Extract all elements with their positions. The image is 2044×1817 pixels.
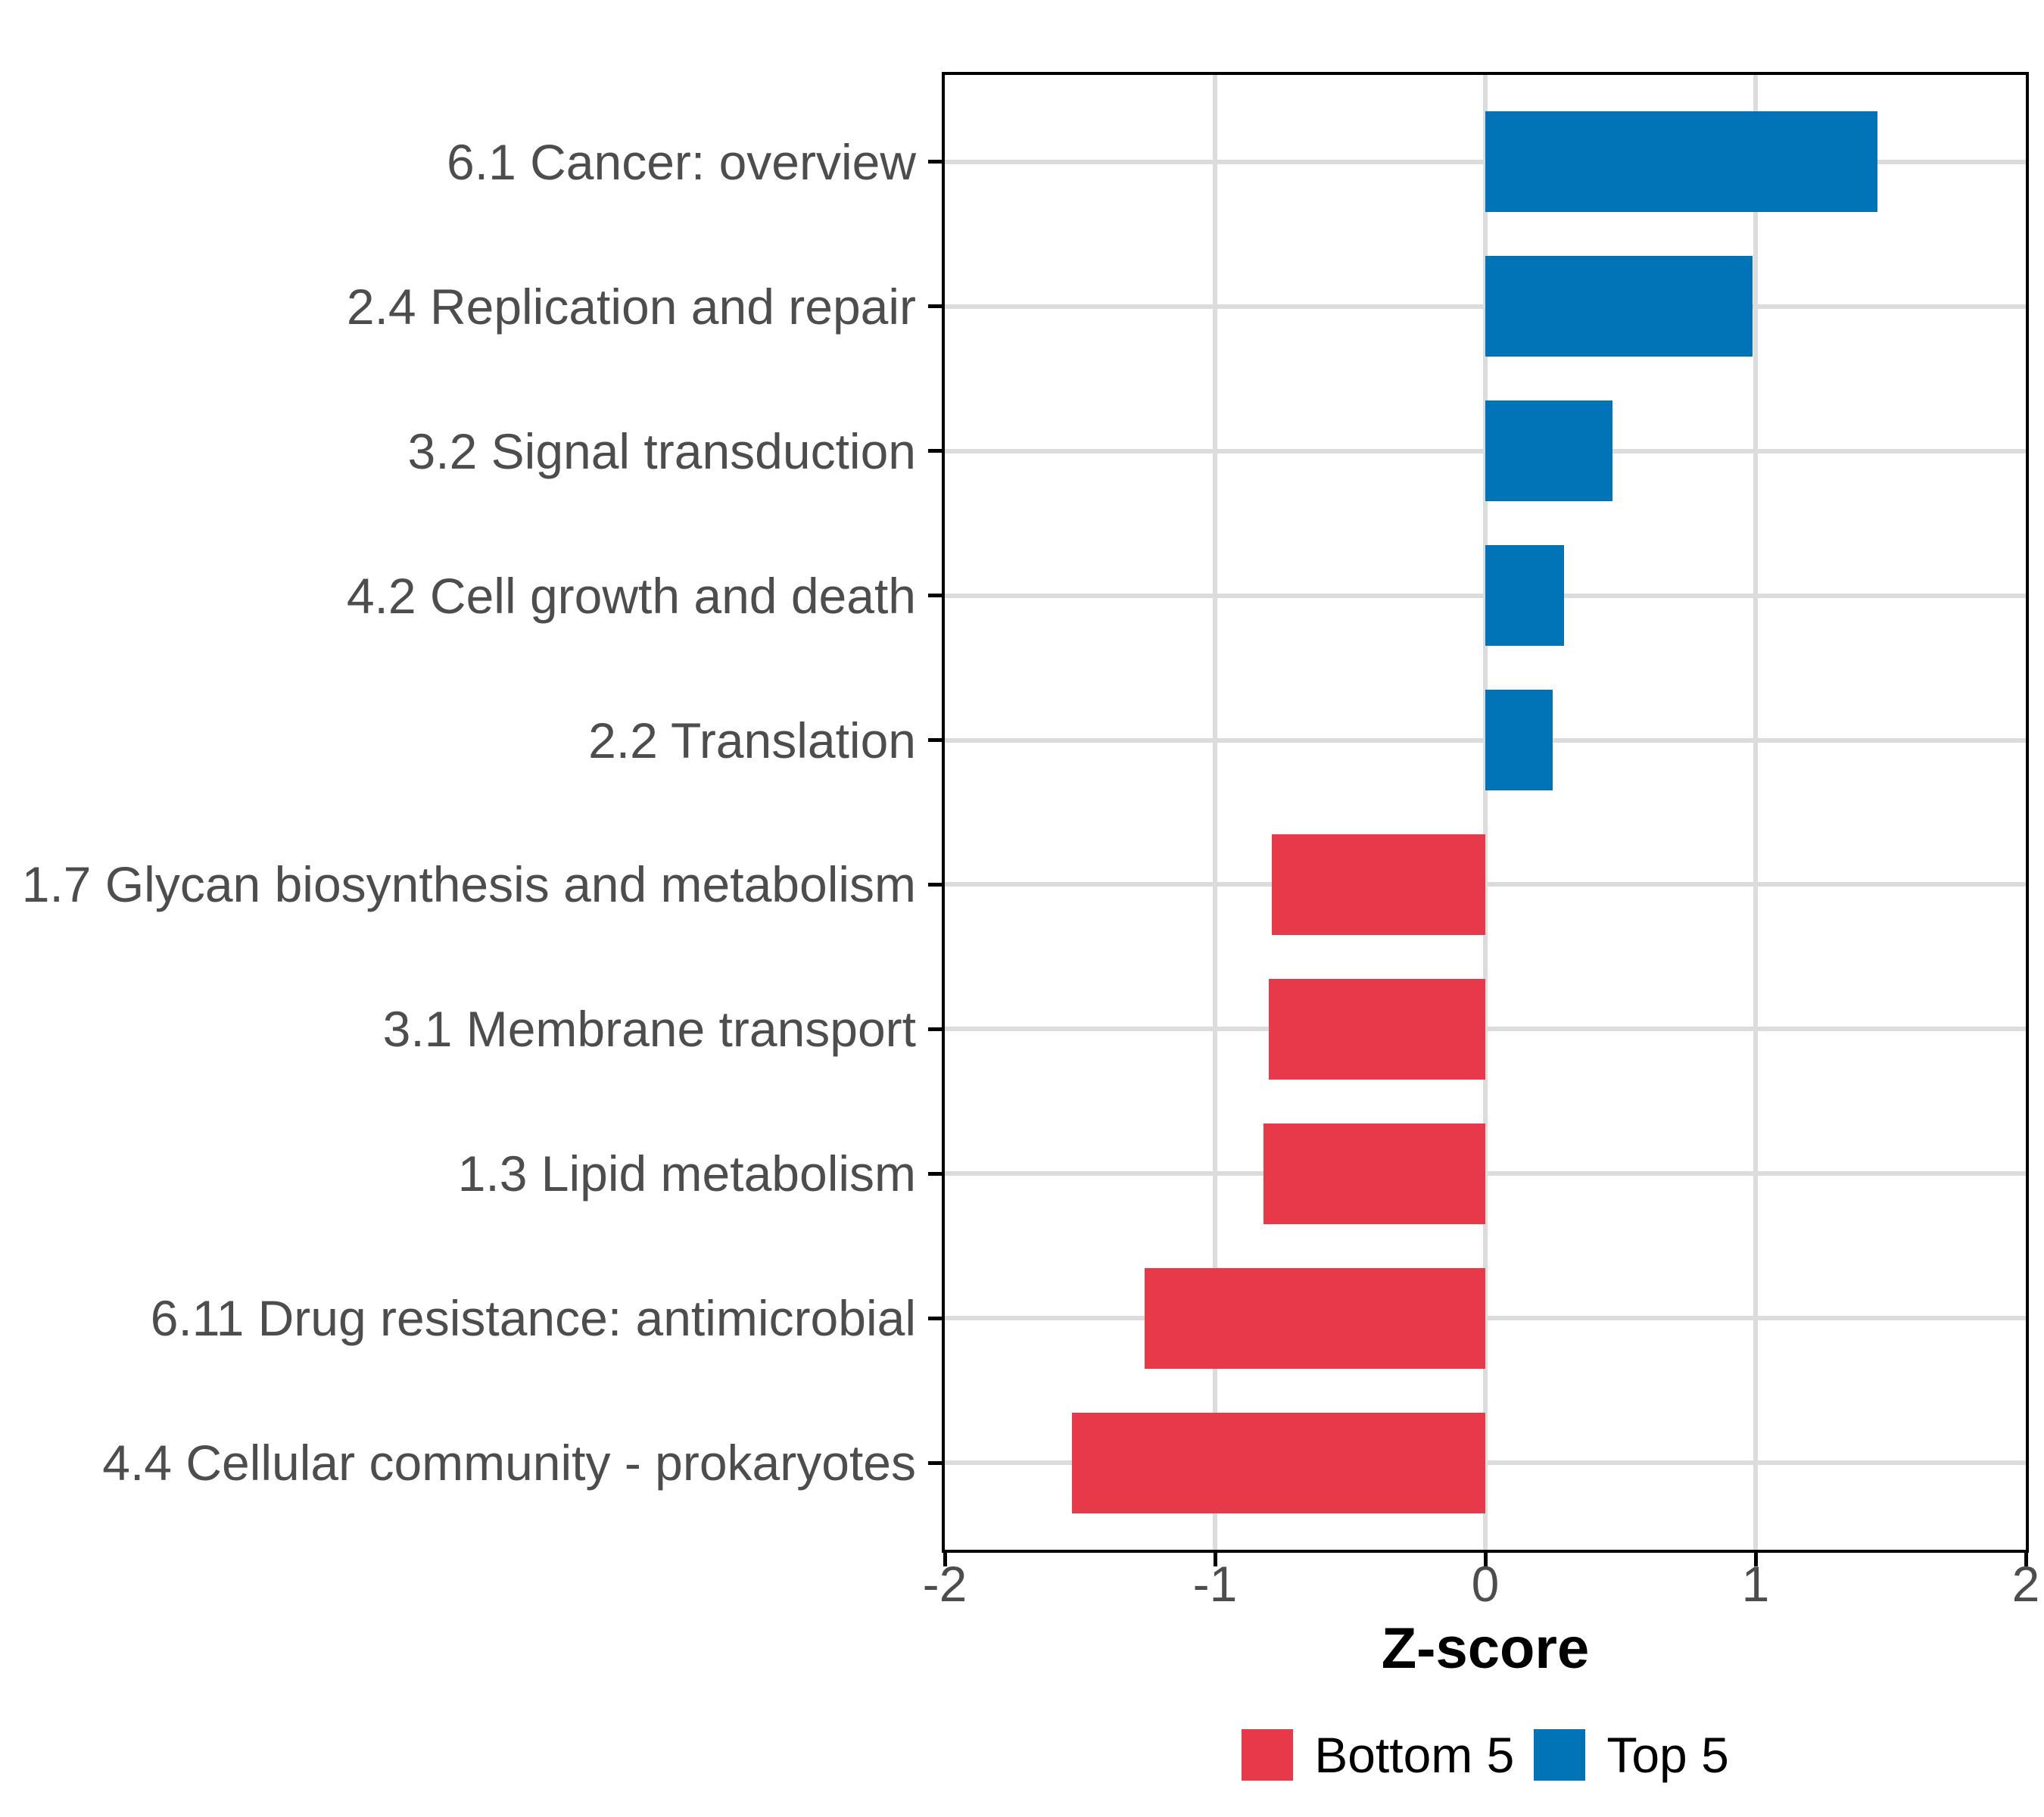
bar [1263,1123,1485,1225]
category-label: 2.4 Replication and repair [346,278,916,335]
category-label: 6.11 Drug resistance: antimicrobial [150,1290,916,1347]
bar [1485,111,1877,213]
x-tick-label: 0 [1471,1556,1500,1612]
x-tick-label: 2 [2011,1556,2040,1612]
category-label: 2.2 Translation [588,712,916,768]
y-tick [928,1171,942,1176]
x-tick [2024,1553,2028,1566]
v-gridline [1213,75,1217,1550]
bar [1485,544,1564,647]
category-label: 4.2 Cell growth and death [346,567,916,624]
legend-key-bottom5-swatch [1242,1729,1294,1781]
category-label: 3.2 Signal transduction [407,422,916,479]
legend-label-bottom5: Bottom 5 [1314,1727,1515,1783]
y-tick [928,738,942,742]
x-tick [943,1553,947,1566]
bar [1485,689,1553,791]
v-gridline [1753,75,1758,1550]
bar [1269,978,1485,1080]
bar [1145,1267,1485,1370]
legend-key-top5-swatch [1534,1729,1586,1781]
bar [1071,1412,1485,1514]
category-label: 4.4 Cellular community - prokaryotes [102,1435,916,1491]
bar [1271,834,1485,936]
x-tick [1483,1553,1488,1566]
x-axis-title: Z-score [1381,1616,1590,1681]
x-tick-label: -2 [922,1556,967,1612]
y-tick [928,882,942,887]
legend-item-bottom5: Bottom 5 [1242,1729,1514,1781]
legend-label-top5: Top 5 [1606,1727,1729,1783]
y-tick [928,1316,942,1320]
legend: Bottom 5 Top 5 [945,1720,2026,1790]
category-label: 3.1 Membrane transport [382,1001,916,1058]
x-tick-label: -1 [1192,1556,1238,1612]
v-gridline [1483,75,1488,1550]
bar [1485,400,1612,502]
bar [1485,255,1753,357]
y-tick [928,594,942,598]
y-tick [928,160,942,164]
category-label: 6.1 Cancer: overview [447,133,916,190]
x-tick [1213,1553,1217,1566]
y-tick [928,449,942,453]
y-tick [928,1027,942,1031]
y-tick [928,304,942,309]
category-label: 1.3 Lipid metabolism [457,1145,916,1202]
y-tick [928,1460,942,1465]
legend-item-top5: Top 5 [1534,1727,1729,1783]
x-tick [1753,1553,1758,1566]
x-tick-label: 1 [1741,1556,1770,1612]
category-label: 1.7 Glycan biosynthesis and metabolism [21,856,916,913]
